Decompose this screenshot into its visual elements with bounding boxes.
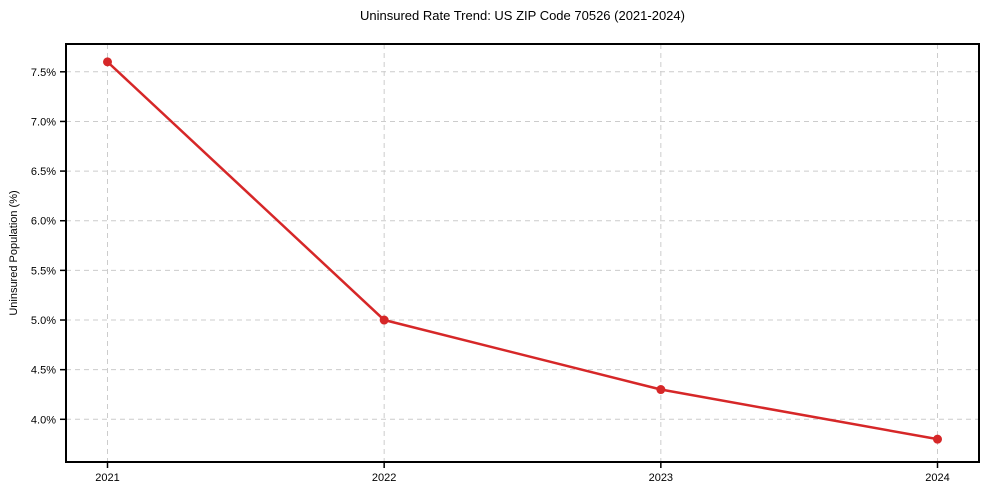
- y-tick-label: 4.0%: [31, 414, 56, 426]
- x-tick-label: 2023: [649, 472, 673, 484]
- plot-border: [65, 43, 980, 463]
- x-tick-label: 2024: [925, 472, 949, 484]
- data-point: [656, 385, 666, 395]
- trend-line: [106, 60, 939, 441]
- y-tick-label: 6.5%: [31, 166, 56, 178]
- data-point: [103, 57, 112, 67]
- y-tick-label: 7.5%: [31, 67, 56, 79]
- x-tick-label: 2021: [95, 472, 119, 484]
- data-point: [933, 434, 942, 444]
- chart-title: Uninsured Rate Trend: US ZIP Code 70526 …: [360, 8, 685, 23]
- y-tick-label: 7.0%: [31, 116, 56, 128]
- x-tick-label: 2022: [372, 472, 396, 484]
- y-tick-label: 6.0%: [31, 216, 56, 228]
- y-tick-label: 5.5%: [31, 265, 56, 277]
- y-tick-label: 5.0%: [31, 315, 56, 327]
- y-tick-label: 4.5%: [31, 365, 56, 377]
- data-point: [379, 315, 389, 325]
